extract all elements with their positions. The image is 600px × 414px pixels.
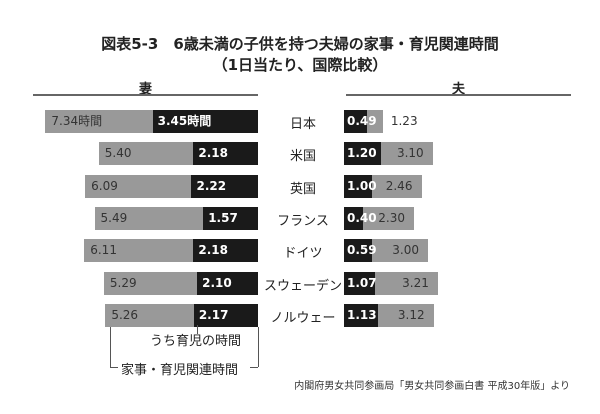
- husband-divider: [346, 94, 571, 96]
- wife-childcare-bar: [193, 142, 258, 166]
- wife-total-bar: [105, 303, 194, 327]
- wife-total-bar: [98, 142, 194, 166]
- wife-childcare-bar: [152, 110, 258, 133]
- childcare-bracket: [197, 325, 198, 334]
- country-label: 英国: [289, 181, 316, 197]
- wife-total-bar: [45, 110, 153, 133]
- wife-divider: [33, 94, 258, 96]
- legend-childcare: うち育児の時間: [150, 334, 242, 349]
- husband-childcare-value: 1.13: [347, 307, 377, 322]
- chart-row: 6.09 2.22 英国 1.00 2.46: [0, 174, 600, 198]
- husband-childcare-bar: [344, 142, 382, 166]
- husband-total-value: 2.30: [378, 210, 405, 225]
- total-bracket-bottom-left: [110, 367, 118, 368]
- husband-childcare-bar: [344, 239, 372, 263]
- wife-childcare-bar: [197, 271, 258, 295]
- total-bracket-left: [110, 327, 111, 367]
- husband-childcare-bar: [344, 303, 379, 327]
- husband-childcare-value: 0.40: [347, 210, 377, 225]
- wife-total-bar: [85, 174, 192, 198]
- husband-childcare-bar: [344, 271, 376, 295]
- husband-childcare-bar: [344, 110, 367, 133]
- wife-total-value: 5.26: [111, 307, 139, 322]
- wife-total-value: 6.11: [90, 243, 117, 258]
- husband-childcare-value: 1.07: [347, 275, 377, 290]
- husband-childcare-value: 1.00: [347, 178, 377, 193]
- wife-total-value: 5.49: [100, 210, 128, 225]
- wife-childcare-bar: [191, 174, 258, 198]
- chart-row: 5.29 2.10 スウェーデン 1.07 3.21: [0, 271, 600, 295]
- wife-total-bar: [103, 271, 198, 295]
- husband-total-value: 3.00: [392, 243, 420, 258]
- husband-total-value: 3.10: [396, 146, 424, 161]
- husband-childcare-value: 0.59: [347, 243, 377, 258]
- country-label: ドイツ: [283, 246, 323, 262]
- husband-header: 夫: [451, 82, 465, 97]
- chart-title: 図表5-3 6歳未満の子供を持つ夫婦の家事・育児関連時間: [101, 35, 499, 53]
- wife-total-bar: [84, 239, 194, 263]
- husband-total-value: 2.46: [385, 178, 413, 193]
- wife-childcare-value: 2.18: [198, 243, 228, 258]
- wife-childcare-value: 3.45時間: [157, 114, 212, 128]
- chart-row: 5.26 2.17 ノルウェー 1.13 3.12: [0, 303, 600, 327]
- wife-childcare-bar: [193, 303, 258, 327]
- wife-childcare-bar: [203, 206, 258, 230]
- country-label: 米国: [289, 149, 316, 165]
- wife-childcare-value: 2.22: [196, 178, 227, 193]
- country-label: 日本: [289, 117, 316, 132]
- wife-header: 妻: [138, 82, 152, 97]
- chart-row: 5.49 1.57 フランス 0.40 2.30: [0, 206, 600, 230]
- husband-childcare-value: 1.20: [347, 146, 377, 161]
- husband-childcare-bar: [344, 206, 363, 230]
- total-bracket-bottom-right: [250, 367, 258, 368]
- chart-row: 7.34時間 3.45時間 日本 0.49 1.23: [0, 110, 600, 133]
- country-label: スウェーデン: [263, 278, 342, 294]
- wife-childcare-bar: [193, 239, 258, 263]
- country-label: フランス: [277, 213, 329, 229]
- wife-total-value: 5.40: [104, 146, 132, 161]
- country-label: ノルウェー: [270, 310, 336, 326]
- husband-total-value: 3.12: [397, 307, 425, 322]
- husband-total-value: 3.21: [402, 275, 429, 290]
- wife-childcare-value: 2.17: [198, 307, 229, 322]
- husband-childcare-value: 0.49: [347, 114, 377, 128]
- husband-childcare-bar: [344, 174, 373, 198]
- legend-total: 家事・育児関連時間: [121, 363, 239, 378]
- source-note: 内閣府男女共同参画局「男女共同参画白書 平成30年版」より: [294, 381, 570, 392]
- wife-total-value: 7.34時間: [51, 114, 103, 128]
- wife-childcare-value: 2.18: [198, 146, 228, 161]
- wife-total-bar: [94, 206, 204, 230]
- wife-childcare-value: 1.57: [208, 210, 238, 225]
- chart-subtitle: （1日当たり、国際比較）: [212, 56, 388, 74]
- husband-total-value: 1.23: [390, 114, 418, 128]
- chart-row: 5.40 2.18 米国 1.20 3.10: [0, 142, 600, 166]
- chart-row: 6.11 2.18 ドイツ 0.59 3.00: [0, 239, 600, 263]
- wife-childcare-value: 2.10: [202, 275, 232, 290]
- total-bracket-right: [258, 327, 259, 367]
- wife-total-value: 5.29: [109, 275, 137, 290]
- wife-total-value: 6.09: [91, 178, 118, 193]
